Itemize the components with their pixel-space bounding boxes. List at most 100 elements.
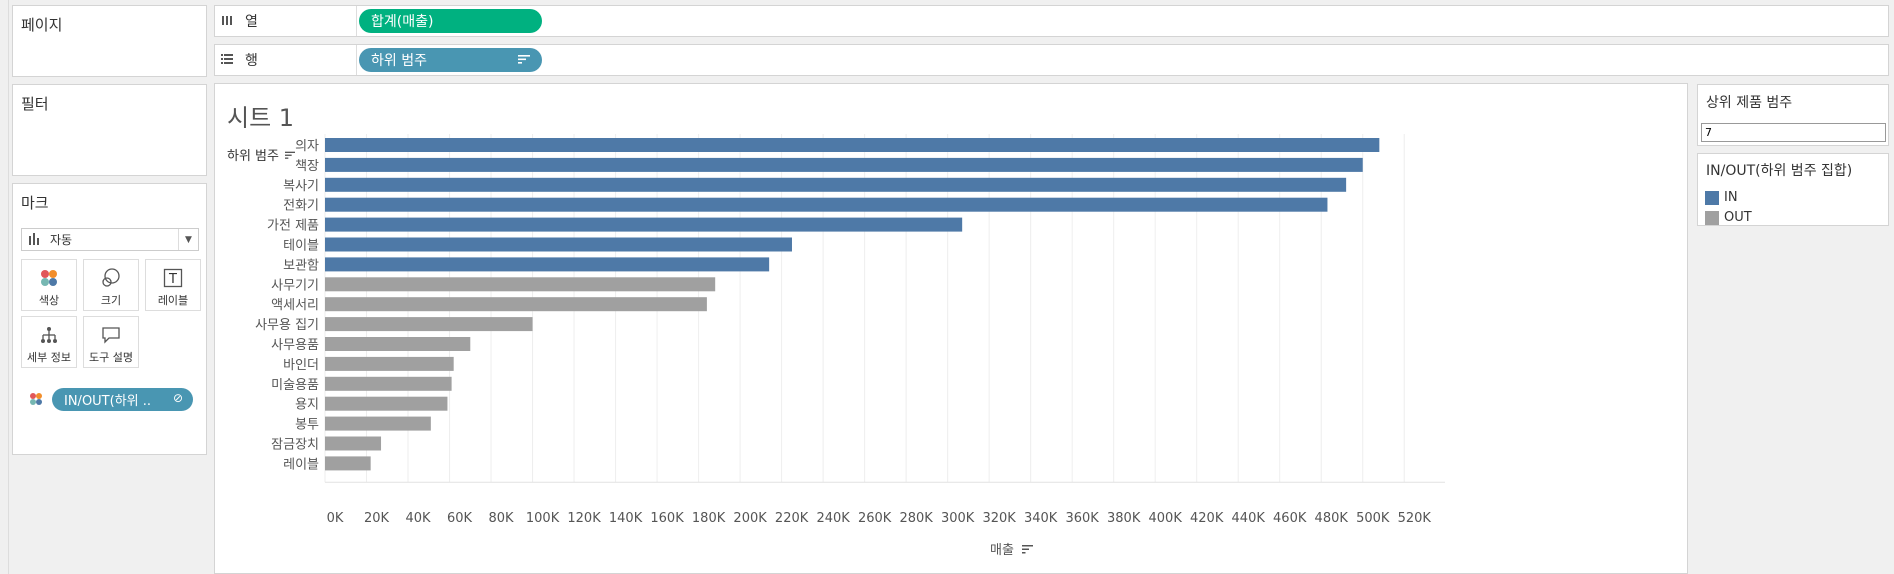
- x-tick-label: 180K: [692, 511, 726, 526]
- category-label[interactable]: 바인더: [283, 358, 319, 373]
- bar[interactable]: [325, 456, 371, 471]
- columns-shelf[interactable]: 열 합계(매출): [214, 5, 1889, 37]
- mark-type-dropdown[interactable]: 자동 ▼: [21, 228, 199, 251]
- legend-item-in[interactable]: IN: [1705, 190, 1738, 205]
- x-tick-label: 300K: [941, 511, 975, 526]
- bar[interactable]: [325, 297, 707, 312]
- category-label[interactable]: 복사기: [283, 179, 319, 194]
- x-tick-label: 160K: [650, 511, 684, 526]
- columns-pill[interactable]: 합계(매출): [359, 9, 542, 33]
- rows-pill[interactable]: 하위 범주: [359, 48, 542, 72]
- x-tick-label: 240K: [816, 511, 850, 526]
- rows-shelf-header: 행: [215, 45, 357, 75]
- bar-chart[interactable]: 0K 20K 40K 60K 80K 100K 120K 140K 160K 180K 200K 22…: [215, 84, 1687, 573]
- x-tick-label: 400K: [1149, 511, 1183, 526]
- bar[interactable]: [325, 177, 1347, 192]
- x-tick-label: 440K: [1232, 511, 1266, 526]
- row-header-label: 하위 범주: [227, 149, 279, 164]
- category-label[interactable]: 의자: [295, 139, 319, 154]
- row-header[interactable]: 하위 범주: [227, 145, 296, 164]
- rows-icon: [221, 53, 235, 68]
- bar-chart-icon: [28, 232, 44, 247]
- legend-item-out[interactable]: OUT: [1705, 210, 1752, 225]
- x-tick-label: 220K: [775, 511, 809, 526]
- category-label[interactable]: 보관함: [283, 258, 319, 273]
- bar[interactable]: [325, 277, 716, 292]
- label-t-icon: T: [161, 266, 185, 290]
- detail-button-label: 세부 정보: [27, 351, 71, 364]
- sort-icon: [285, 151, 296, 159]
- size-button[interactable]: 크기: [83, 259, 139, 311]
- bar[interactable]: [325, 317, 533, 332]
- x-tick-label: 480K: [1315, 511, 1349, 526]
- category-label[interactable]: 잠금장치: [271, 438, 319, 453]
- bar[interactable]: [325, 138, 1380, 152]
- legend-label-in: IN: [1724, 190, 1738, 205]
- bar[interactable]: [325, 157, 1363, 172]
- parameter-input[interactable]: [1701, 123, 1886, 142]
- legend-swatch-out: [1705, 210, 1719, 225]
- x-tick-label: 120K: [567, 511, 601, 526]
- color-button[interactable]: 색상: [21, 259, 77, 311]
- rows-shelf-label: 행: [245, 53, 258, 69]
- bar[interactable]: [325, 197, 1328, 212]
- x-tick-label: 80K: [488, 511, 514, 526]
- category-label[interactable]: 액세서리: [271, 298, 319, 313]
- bar[interactable]: [325, 257, 770, 272]
- rows-pill-label: 하위 범주: [371, 53, 427, 69]
- category-label[interactable]: 사무용 집기: [255, 318, 319, 333]
- detail-tree-icon: [37, 323, 61, 347]
- bar[interactable]: [325, 337, 471, 351]
- size-circles-icon: [99, 266, 123, 290]
- category-label[interactable]: 전화기: [283, 199, 319, 214]
- bar[interactable]: [325, 436, 382, 451]
- color-dots-icon: [29, 391, 43, 410]
- viz-card: 시트 1 하위 범주 0K 20K 40K 60K 80K 100K 120K 140K 160…: [214, 83, 1688, 574]
- legend-swatch-in: [1705, 190, 1719, 205]
- sort-icon: [518, 53, 530, 69]
- category-label[interactable]: 사무기기: [271, 278, 319, 293]
- chevron-down-icon[interactable]: ▼: [178, 229, 198, 250]
- x-tick-label: 380K: [1107, 511, 1141, 526]
- category-label[interactable]: 용지: [295, 398, 319, 413]
- pages-title: 페이지: [21, 16, 63, 34]
- x-axis-title[interactable]: 매출: [990, 543, 1014, 558]
- legend-title: IN/OUT(하위 범주 집합): [1706, 163, 1853, 179]
- bar[interactable]: [325, 376, 452, 391]
- category-label[interactable]: 사무용품: [271, 338, 319, 353]
- columns-icon: [221, 14, 235, 29]
- category-label[interactable]: 테이블: [283, 239, 319, 254]
- mark-type-label: 자동: [50, 233, 73, 247]
- svg-text:T: T: [168, 272, 177, 287]
- bar[interactable]: [325, 416, 431, 431]
- x-tick-label: 40K: [405, 511, 431, 526]
- category-label[interactable]: 책장: [295, 159, 319, 174]
- category-label[interactable]: 미술용품: [271, 378, 319, 393]
- detail-button[interactable]: 세부 정보: [21, 316, 77, 368]
- category-label[interactable]: 봉투: [295, 418, 319, 433]
- rows-shelf[interactable]: 행 하위 범주: [214, 44, 1889, 76]
- parameter-card: 상위 제품 범주: [1697, 84, 1889, 146]
- label-button[interactable]: T 레이블: [145, 259, 201, 311]
- category-label[interactable]: 가전 제품: [267, 219, 319, 234]
- bar[interactable]: [325, 217, 963, 232]
- color-field-pill-label: IN/OUT(하위 ..: [64, 394, 152, 409]
- bar[interactable]: [325, 356, 454, 371]
- x-tick-label: 320K: [982, 511, 1016, 526]
- bar[interactable]: [325, 396, 448, 411]
- x-tick-label: 360K: [1065, 511, 1099, 526]
- filters-card[interactable]: 필터: [12, 84, 207, 176]
- left-edge-strip: [0, 0, 9, 574]
- bar[interactable]: [325, 237, 792, 252]
- x-tick-label: 500K: [1356, 511, 1390, 526]
- sheet-title: 시트 1: [227, 104, 295, 132]
- tooltip-bubble-icon: [99, 323, 123, 347]
- color-button-label: 색상: [38, 294, 60, 307]
- x-tick-label: 100K: [526, 511, 560, 526]
- legend-card: IN/OUT(하위 범주 집합) IN OUT: [1697, 153, 1889, 226]
- x-tick-label: 0K: [327, 511, 344, 526]
- x-tick-label: 520K: [1398, 511, 1432, 526]
- color-field-pill[interactable]: IN/OUT(하위 .. ⊘: [52, 388, 193, 411]
- tooltip-button[interactable]: 도구 설명: [83, 316, 139, 368]
- category-label[interactable]: 레이블: [283, 457, 319, 472]
